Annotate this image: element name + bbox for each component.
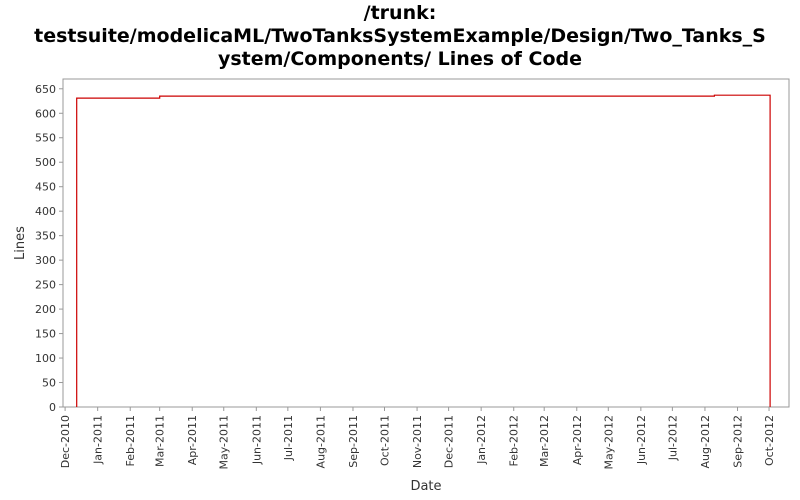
x-axis-label: Date: [410, 479, 441, 494]
y-tick-label: 550: [35, 132, 56, 145]
y-tick-label: 650: [35, 83, 56, 96]
x-axis: Dec-2010 Jan-2011 Feb-2011 Mar-2011 Apr-2011…: [59, 407, 776, 470]
y-axis-label: Lines: [13, 226, 28, 260]
x-tick-label: Jun-2011: [250, 415, 263, 465]
chart-title: /trunk: testsuite/modelicaML/TwoTanksSys…: [0, 2, 800, 71]
y-tick-label: 600: [35, 107, 56, 120]
chart-title-line-3: ystem/Components/ Lines of Code: [217, 48, 583, 70]
y-tick-label: 150: [35, 328, 56, 341]
x-tick-label: Oct-2012: [763, 415, 776, 466]
y-tick-label: 50: [42, 377, 56, 390]
y-tick-label: 350: [35, 230, 56, 243]
y-tick-label: 100: [35, 352, 56, 365]
x-tick-label: May-2012: [602, 415, 615, 470]
y-axis: 0 50 100 150 200 250 300 350 400 450 500 550 600 650: [35, 83, 63, 414]
x-tick-label: Apr-2012: [571, 415, 584, 465]
x-tick-label: Sep-2011: [347, 415, 360, 468]
x-tick-label: Mar-2011: [154, 415, 167, 467]
x-tick-label: Oct-2011: [378, 415, 391, 466]
x-tick-label: Mar-2012: [538, 415, 551, 467]
x-tick-label: Jun-2012: [635, 415, 648, 465]
x-tick-label: Jan-2011: [92, 415, 105, 465]
plot-area: [62, 78, 790, 408]
series-group: [76, 94, 771, 407]
x-tick-label: Feb-2012: [508, 415, 521, 466]
x-tick-label: Aug-2011: [314, 415, 327, 468]
x-tick-label: May-2011: [218, 415, 231, 470]
chart-title-line-1: /trunk:: [363, 2, 437, 24]
x-tick-label: Sep-2012: [732, 415, 745, 468]
x-tick-label: Aug-2012: [699, 415, 712, 468]
x-tick-label: Dec-2010: [59, 415, 72, 468]
x-tick-label: Jan-2012: [475, 415, 488, 465]
x-tick-label: Apr-2011: [186, 415, 199, 465]
x-tick-label: Jul-2011: [282, 415, 295, 461]
x-tick-label: Nov-2011: [411, 415, 424, 468]
series-line: [76, 94, 771, 407]
y-tick-label: 500: [35, 156, 56, 169]
x-tick-label: Jul-2012: [666, 415, 679, 461]
y-tick-label: 200: [35, 303, 56, 316]
y-tick-label: 0: [49, 401, 56, 414]
x-tick-label: Feb-2011: [124, 415, 137, 466]
y-tick-label: 400: [35, 205, 56, 218]
x-tick-label: Dec-2011: [443, 415, 456, 468]
chart-title-line-2: testsuite/modelicaML/TwoTanksSystemExamp…: [34, 25, 766, 47]
y-tick-label: 250: [35, 279, 56, 292]
y-tick-label: 300: [35, 254, 56, 267]
y-tick-label: 450: [35, 181, 56, 194]
